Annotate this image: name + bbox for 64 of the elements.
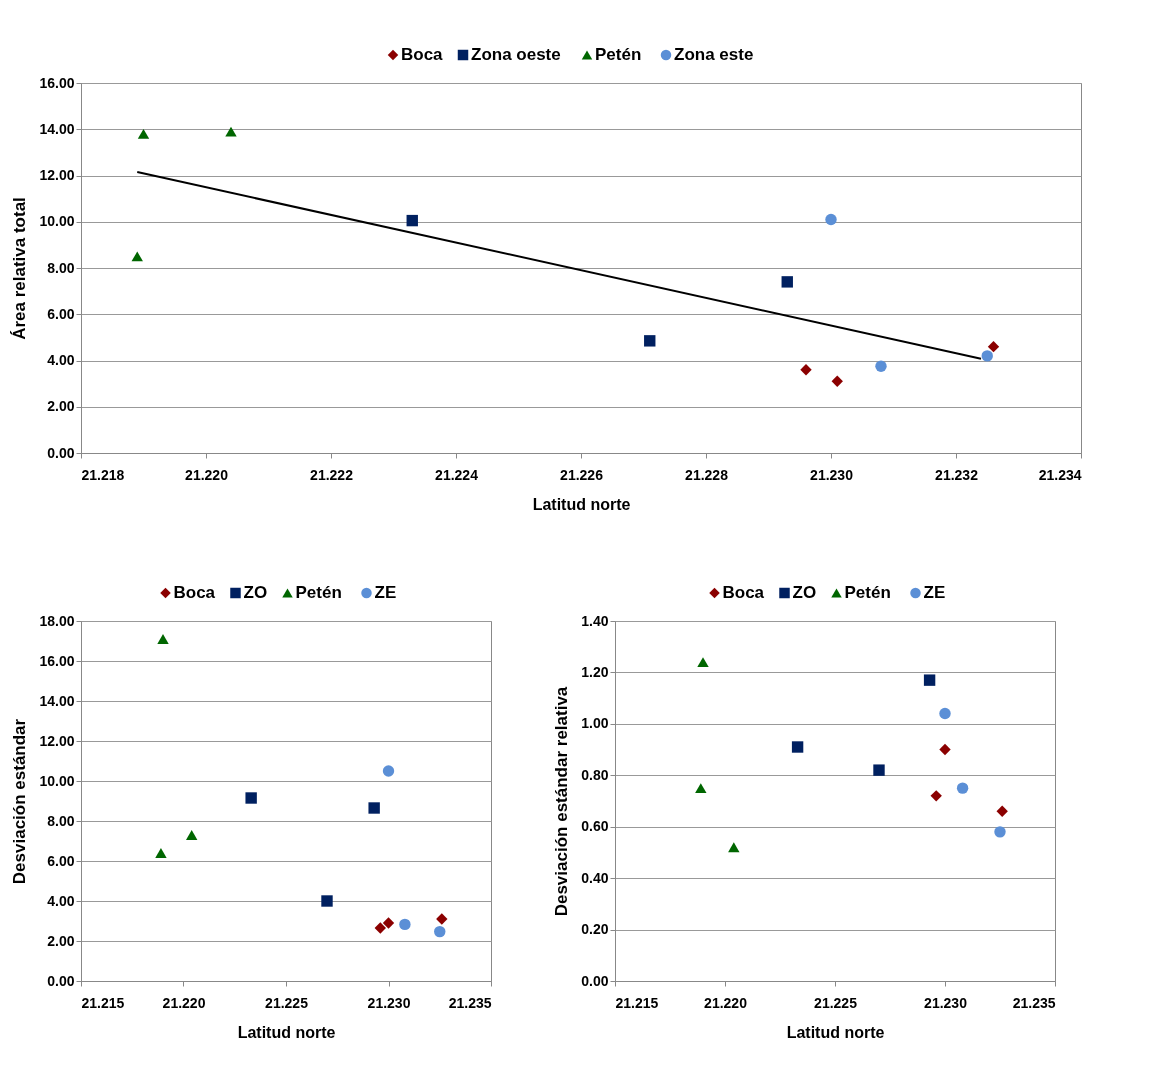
y-tick-label: 16.00 xyxy=(39,652,75,669)
legend-label: Zona oeste xyxy=(471,45,561,64)
x-tick-label: 21.220 xyxy=(185,466,229,483)
legend-label: ZE xyxy=(374,583,397,602)
x-tick-label: 21.224 xyxy=(435,466,479,483)
y-tick-label: 10.00 xyxy=(39,772,75,789)
x-tick-label: 21.215 xyxy=(615,994,659,1011)
y-tick-label: 6.00 xyxy=(47,852,75,869)
x-tick-label: 21.226 xyxy=(560,466,604,483)
legend-label: Petén xyxy=(295,583,342,602)
y-tick-label: 0.00 xyxy=(47,444,75,461)
y-tick-label: 1.00 xyxy=(581,715,609,732)
y-tick-label: 18.00 xyxy=(39,612,75,629)
y-tick-label: 16.00 xyxy=(39,74,75,91)
y-tick-label: 0.40 xyxy=(581,869,609,886)
y-tick-label: 14.00 xyxy=(39,692,75,709)
y-tick-label: 6.00 xyxy=(47,305,75,322)
x-tick-label: 21.235 xyxy=(448,994,492,1011)
y-tick-label: 4.00 xyxy=(47,352,75,368)
legend-label: Boca xyxy=(722,583,765,602)
legend-label: Boca xyxy=(173,583,216,602)
x-tick-label: 21.232 xyxy=(935,466,979,483)
x-tick-label: 21.234 xyxy=(1038,466,1082,483)
y-tick-label: 0.00 xyxy=(581,972,609,989)
x-tick-label: 21.218 xyxy=(81,466,125,483)
y-tick-label: 2.00 xyxy=(47,932,75,949)
y-tick-label: 0.20 xyxy=(581,921,609,938)
x-tick-label: 21.225 xyxy=(814,994,858,1011)
y-tick-label: 2.00 xyxy=(47,398,75,415)
x-tick-label: 21.228 xyxy=(685,466,729,483)
y-tick-label: 8.00 xyxy=(47,259,75,276)
legend-label: Boca xyxy=(401,45,444,64)
legend-label: ZO xyxy=(792,583,817,602)
x-axis-title: Latitud norte xyxy=(786,1023,885,1041)
y-tick-label: 10.00 xyxy=(39,213,75,230)
y-tick-label: 14.00 xyxy=(39,120,75,137)
legend-label: Petén xyxy=(844,583,891,602)
y-axis-title: Área relativa total xyxy=(10,197,30,340)
y-tick-label: 0.80 xyxy=(581,766,609,783)
x-tick-label: 21.225 xyxy=(265,994,309,1011)
legend-label: Petén xyxy=(595,45,642,64)
y-tick-label: 1.20 xyxy=(581,663,609,680)
y-tick-label: 8.00 xyxy=(47,812,75,829)
y-axis-title: Desviación estándar relativa xyxy=(552,686,572,917)
x-tick-label: 21.220 xyxy=(162,994,206,1011)
x-tick-label: 21.230 xyxy=(924,994,968,1011)
legend-label: Zona este xyxy=(674,45,754,64)
x-tick-label: 21.230 xyxy=(367,994,411,1011)
y-tick-label: 0.60 xyxy=(581,818,609,835)
x-axis-title: Latitud norte xyxy=(532,495,631,513)
legend-label: ZO xyxy=(243,583,268,602)
y-tick-label: 12.00 xyxy=(39,732,75,749)
y-axis-title: Desviación estándar xyxy=(10,718,30,885)
x-tick-label: 21.235 xyxy=(1012,994,1056,1011)
y-tick-label: 12.00 xyxy=(39,167,75,183)
x-tick-label: 21.230 xyxy=(810,466,854,483)
y-tick-label: 0.00 xyxy=(47,972,75,989)
x-axis-title: Latitud norte xyxy=(237,1023,336,1041)
y-tick-label: 4.00 xyxy=(47,892,75,909)
legend-label: ZE xyxy=(923,583,946,602)
y-tick-label: 1.40 xyxy=(581,612,609,629)
x-tick-label: 21.220 xyxy=(704,994,748,1011)
x-tick-label: 21.215 xyxy=(81,994,125,1011)
x-tick-label: 21.222 xyxy=(310,466,354,483)
